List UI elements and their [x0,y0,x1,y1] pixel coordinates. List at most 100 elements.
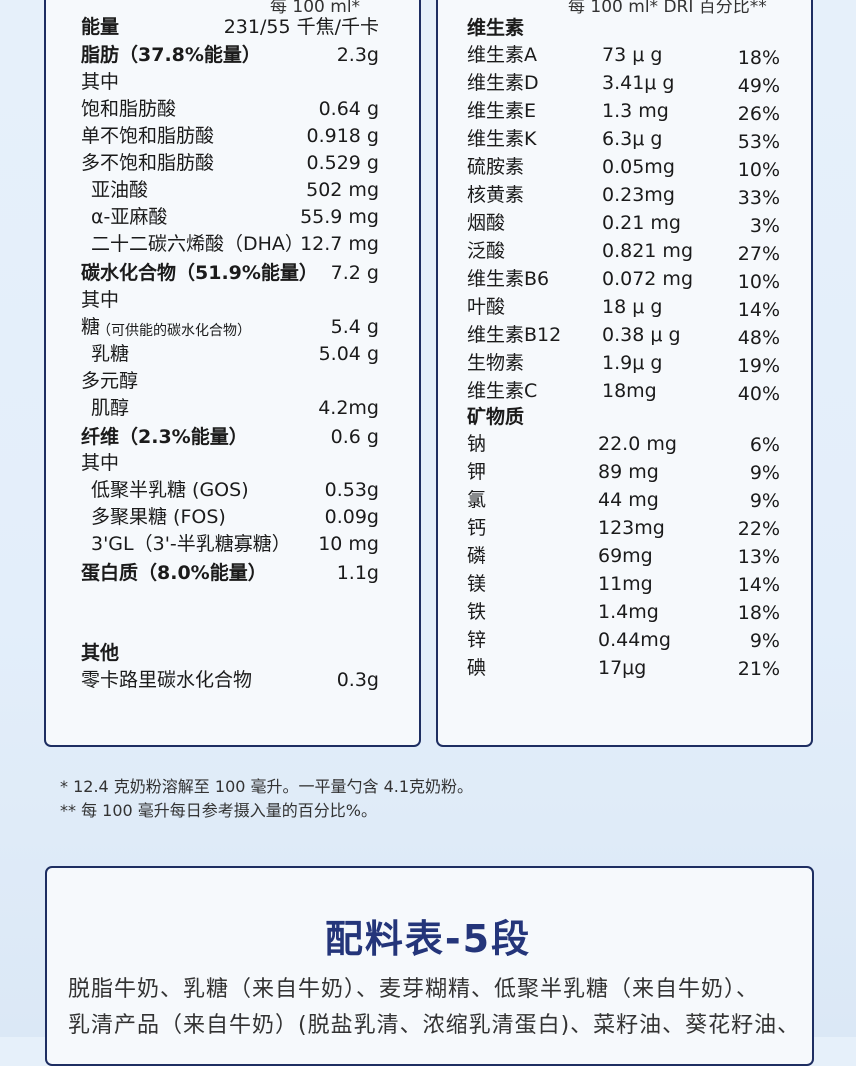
mineral-dri: 22% [737,518,780,540]
nutrient-value: 5.04 g [318,343,379,365]
mineral-amount: 0.44mg [598,629,671,651]
vitamin-dri: 10% [737,271,780,293]
right-vitamin-mineral-panel [436,0,813,747]
nutrient-value: 0.918 g [306,125,380,147]
vitamin-amount: 1.9μ g [602,352,663,374]
nutrient-name: 饱和脂肪酸 [81,98,177,120]
ingredients-title: 配料表-5段 [324,917,532,961]
nutrient-name: 单不饱和脂肪酸 [81,125,215,147]
nutrient-value: 502 mg [306,179,379,201]
nutrient-value: 0.09g [324,506,379,528]
vitamin-amount: 18 μ g [602,296,663,318]
vitamin-dri: 49% [737,75,780,97]
nutrient-name: 其他 [81,642,120,664]
ingredients-panel [45,866,814,1066]
vitamin-amount: 0.38 μ g [602,324,681,346]
nutrient-value: 0.3g [336,669,379,691]
vitamin-name: 维生素D [467,72,539,94]
mineral-amount: 89 mg [598,461,659,483]
nutrient-name: 二十二碳六烯酸（DHA） [91,233,304,255]
vitamin-amount: 18mg [602,380,657,402]
nutrient-value: 5.4 g [330,316,379,338]
mineral-dri: 14% [737,574,780,596]
nutrient-note: （可供能的碳水化合物） [97,323,251,339]
left-nutrition-panel [44,0,421,747]
minerals-section-title: 矿物质 [467,406,525,428]
vitamin-name: 维生素C [467,380,538,402]
mineral-name: 钙 [467,517,487,539]
vitamin-dri: 19% [737,355,780,377]
nutrient-name: 肌醇 [91,397,130,419]
nutrient-name: α-亚麻酸 [91,206,168,228]
nutrient-name: 低聚半乳糖 (GOS) [91,479,249,501]
vitamin-name: 维生素B6 [467,268,550,290]
mineral-name: 碘 [467,657,487,679]
ingredients-line-1: 脱脂牛奶、乳糖（来自牛奶）、麦芽糊精、低聚半乳糖（来自牛奶）、 [68,977,760,1002]
vitamin-name: 生物素 [467,352,525,374]
mineral-amount: 123mg [598,517,665,539]
nutrient-name: 其中 [81,289,120,311]
mineral-name: 镁 [467,573,487,595]
nutrient-name: 蛋白质（8.0%能量） [81,562,267,584]
mineral-amount: 22.0 mg [598,433,677,455]
nutrient-value: 0.53g [324,479,379,501]
vitamin-amount: 0.23mg [602,184,675,206]
mineral-dri: 9% [749,490,780,512]
vitamin-name: 维生素K [467,128,537,150]
mineral-dri: 21% [737,658,780,680]
vitamin-amount: 1.3 mg [602,100,669,122]
vitamin-name: 叶酸 [467,296,506,318]
mineral-dri: 9% [749,462,780,484]
nutrient-value: 10 mg [318,533,379,555]
vitamin-name: 维生素E [467,100,537,122]
nutrient-name: 多不饱和脂肪酸 [81,152,215,174]
vitamin-name: 烟酸 [467,212,506,234]
mineral-dri: 13% [737,546,780,568]
vitamins-section-title: 维生素 [467,17,525,39]
left-column-header: 每 100 ml* [270,0,361,17]
nutrient-name: 零卡路里碳水化合物 [81,669,253,691]
mineral-amount: 17μg [598,657,647,679]
mineral-amount: 69mg [598,545,653,567]
vitamin-dri: 10% [737,159,780,181]
vitamin-dri: 48% [737,327,780,349]
nutrient-name: 3'GL（3'-半乳糖寡糖） [91,533,291,555]
vitamin-amount: 73 μ g [602,44,663,66]
footnote-1: * 12.4 克奶粉溶解至 100 毫升。一平量勺含 4.1克奶粉。 [60,777,474,796]
nutrient-name: 脂肪（37.8%能量） [81,44,261,66]
nutrient-name: 其中 [81,452,120,474]
vitamin-name: 维生素A [467,44,537,66]
vitamin-dri: 33% [737,187,780,209]
vitamin-amount: 0.821 mg [602,240,694,262]
vitamin-amount: 0.072 mg [602,268,694,290]
mineral-amount: 44 mg [598,489,659,511]
nutrient-name: 乳糖 [91,343,130,365]
mineral-amount: 1.4mg [598,601,659,623]
nutrient-name: 纤维（2.3%能量） [81,426,248,448]
vitamin-amount: 0.05mg [602,156,675,178]
mineral-name: 氯 [467,489,487,511]
nutrient-value: 0.6 g [330,426,379,448]
vitamin-name: 泛酸 [467,240,506,262]
vitamin-dri: 26% [737,103,780,125]
nutrient-value: 0.529 g [306,152,380,174]
nutrient-name: 其中 [81,71,120,93]
nutrient-value: 55.9 mg [300,206,379,228]
nutrient-name: 糖 [81,316,101,338]
nutrient-value: 0.64 g [318,98,379,120]
nutrient-value: 7.2 g [330,262,379,284]
vitamin-dri: 27% [737,243,780,265]
nutrient-value: 231/55 千焦/千卡 [223,16,379,38]
nutrient-value: 4.2mg [318,397,379,419]
vitamin-name: 维生素B12 [467,324,562,346]
mineral-dri: 6% [749,434,780,456]
nutrient-name: 亚油酸 [91,179,149,201]
mineral-dri: 18% [737,602,780,624]
nutrient-value: 12.7 mg [300,233,379,255]
nutrient-name: 多聚果糖 (FOS) [91,506,226,528]
vitamin-dri: 40% [737,383,780,405]
nutrient-name: 多元醇 [81,370,139,392]
right-column-header: 每 100 ml* DRI 百分比** [568,0,767,17]
vitamin-dri: 18% [737,47,780,69]
mineral-amount: 11mg [598,573,653,595]
